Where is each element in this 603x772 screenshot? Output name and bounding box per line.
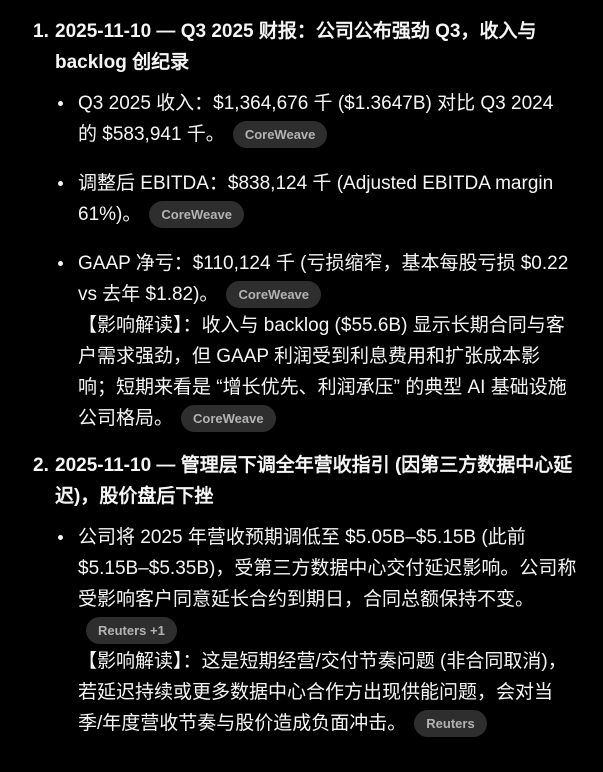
news-item-2: 2. 2025-11-10 — 管理层下调全年营收指引 (因第三方数据中心延迟)… xyxy=(33,450,577,739)
news-item-1: 1. 2025-11-10 — Q3 2025 财报：公司公布强劲 Q3，收入与… xyxy=(33,16,577,434)
source-citation-badge[interactable]: CoreWeave xyxy=(226,281,322,309)
bullet-list: Q3 2025 收入：$1,364,676 千 ($1.3647B) 对比 Q3… xyxy=(55,88,577,434)
bullet-text: Q3 2025 收入：$1,364,676 千 ($1.3647B) 对比 Q3… xyxy=(78,93,554,145)
bullet-body: GAAP 净亏：$110,124 千 (亏损缩窄，基本每股亏损 $0.22 vs… xyxy=(78,248,577,434)
source-citation-badge[interactable]: Reuters +1 xyxy=(86,617,177,645)
impact-note-paragraph: 【影响解读】：收入与 backlog ($55.6B) 显示长期合同与客户需求强… xyxy=(78,310,577,434)
bullet-text: 调整后 EBITDA：$838,124 千 (Adjusted EBITDA m… xyxy=(78,173,554,225)
bullet-icon xyxy=(55,248,78,434)
source-citation-badge[interactable]: CoreWeave xyxy=(149,201,244,229)
source-citation-badge[interactable]: CoreWeave xyxy=(232,121,328,149)
bullet-body: Q3 2025 收入：$1,364,676 千 ($1.3647B) 对比 Q3… xyxy=(78,88,577,150)
impact-note-text: 【影响解读】：这是短期经营/交付节奏问题 (非合同取消)，若延迟持续或更多数据中… xyxy=(78,651,567,734)
bullet-paragraph: Q3 2025 收入：$1,364,676 千 ($1.3647B) 对比 Q3… xyxy=(78,88,577,150)
bullet-paragraph: GAAP 净亏：$110,124 千 (亏损缩窄，基本每股亏损 $0.22 vs… xyxy=(78,248,577,310)
item-title: 2025-11-10 — 管理层下调全年营收指引 (因第三方数据中心延迟)，股价… xyxy=(55,455,573,507)
item-number: 1. xyxy=(33,21,49,42)
bullet-icon xyxy=(55,168,78,230)
item-heading: 2. 2025-11-10 — 管理层下调全年营收指引 (因第三方数据中心延迟)… xyxy=(33,450,577,512)
item-heading: 1. 2025-11-10 — Q3 2025 财报：公司公布强劲 Q3，收入与… xyxy=(33,16,577,78)
bullet-list: 公司将 2025 年营收预期调低至 $5.05B–$5.15B (此前 $5.1… xyxy=(55,522,577,739)
source-citation-badge[interactable]: Reuters xyxy=(414,710,487,738)
bullet-item: GAAP 净亏：$110,124 千 (亏损缩窄，基本每股亏损 $0.22 vs… xyxy=(55,248,577,434)
bullet-item: 公司将 2025 年营收预期调低至 $5.05B–$5.15B (此前 $5.1… xyxy=(55,522,577,739)
bullet-icon xyxy=(55,88,78,150)
bullet-icon xyxy=(55,522,78,739)
bullet-body: 公司将 2025 年营收预期调低至 $5.05B–$5.15B (此前 $5.1… xyxy=(78,522,577,739)
impact-note-paragraph: 【影响解读】：这是短期经营/交付节奏问题 (非合同取消)，若延迟持续或更多数据中… xyxy=(78,646,577,739)
item-title: 2025-11-10 — Q3 2025 财报：公司公布强劲 Q3，收入与 ba… xyxy=(55,21,537,73)
bullet-text: GAAP 净亏：$110,124 千 (亏损缩窄，基本每股亏损 $0.22 vs… xyxy=(78,253,569,305)
bullet-item: 调整后 EBITDA：$838,124 千 (Adjusted EBITDA m… xyxy=(55,168,577,230)
impact-note-text: 【影响解读】：收入与 backlog ($55.6B) 显示长期合同与客户需求强… xyxy=(78,315,567,429)
bullet-paragraph: 公司将 2025 年营收预期调低至 $5.05B–$5.15B (此前 $5.1… xyxy=(78,522,577,646)
bullet-body: 调整后 EBITDA：$838,124 千 (Adjusted EBITDA m… xyxy=(78,168,577,230)
source-citation-badge[interactable]: CoreWeave xyxy=(181,405,276,433)
item-number: 2. xyxy=(33,455,49,476)
bullet-text: 公司将 2025 年营收预期调低至 $5.05B–$5.15B (此前 $5.1… xyxy=(78,527,577,610)
bullet-paragraph: 调整后 EBITDA：$838,124 千 (Adjusted EBITDA m… xyxy=(78,168,577,230)
bullet-item: Q3 2025 收入：$1,364,676 千 ($1.3647B) 对比 Q3… xyxy=(55,88,577,150)
